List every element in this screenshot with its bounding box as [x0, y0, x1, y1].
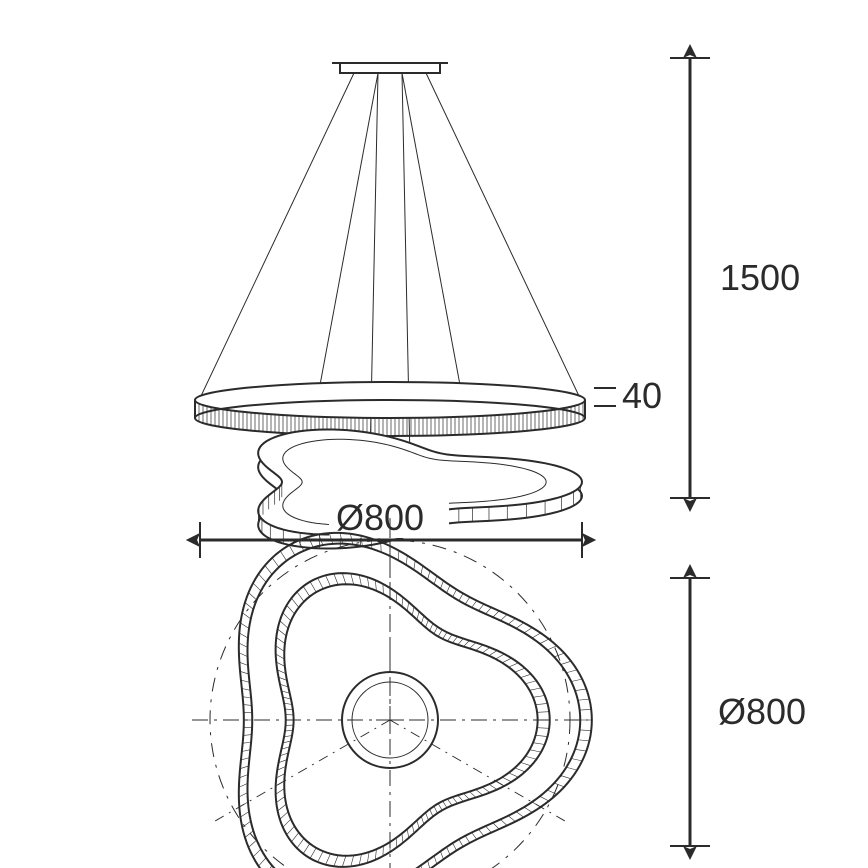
svg-text:1500: 1500 [720, 257, 800, 298]
svg-text:Ø800: Ø800 [718, 691, 806, 732]
svg-text:40: 40 [622, 375, 662, 416]
svg-text:Ø800: Ø800 [336, 497, 424, 538]
